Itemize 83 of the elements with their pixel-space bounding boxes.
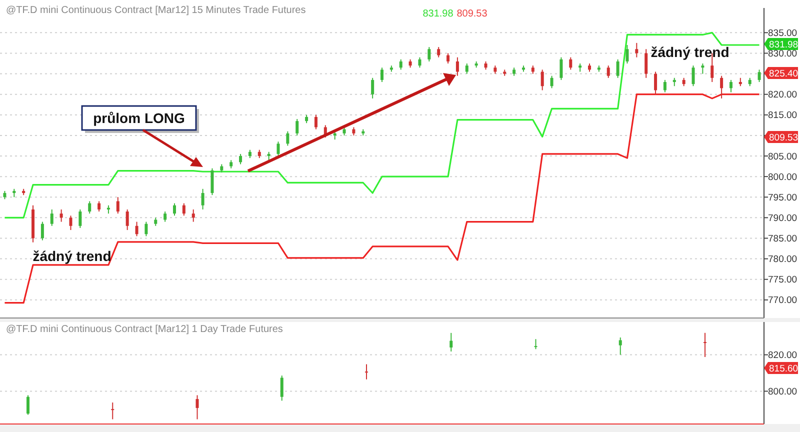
candlestick [644, 48, 648, 78]
candlestick [663, 79, 666, 93]
candlestick [450, 332, 453, 352]
text: 815.60 [769, 363, 798, 374]
y-tick-label: 790.00 [768, 213, 798, 224]
line-series [4, 94, 760, 304]
y-tick-label: 830.00 [768, 48, 798, 60]
y-tick-label: 820.00 [768, 350, 798, 362]
candlestick [428, 46, 431, 62]
candlestick [98, 200, 101, 212]
candlestick [164, 211, 167, 222]
candlestick [172, 202, 176, 216]
chart-title: @TF.D mini Continuous Contract [Mar12] 1 Day Trade Futures [6, 324, 283, 335]
candlestick [276, 141, 280, 157]
annotation: 809.53 [456, 8, 488, 20]
candlestick [758, 69, 761, 83]
candlestick [540, 69, 544, 91]
candlestick [569, 56, 572, 70]
y-tick-label: 800.00 [768, 172, 798, 183]
candlestick [534, 338, 538, 350]
y-tick-label: 815.00 [768, 110, 798, 122]
candlestick [618, 336, 622, 356]
candlestick [196, 394, 199, 420]
annotation: žádný trend [32, 248, 112, 264]
candlestick [201, 188, 204, 210]
candlestick [616, 58, 620, 78]
candlestick [550, 75, 554, 89]
line-series [4, 32, 760, 218]
y-tick-label: 835.00 [768, 28, 798, 39]
y-tick-label: 805.00 [768, 151, 798, 162]
candlestick [40, 221, 44, 241]
candlestick [729, 79, 732, 93]
annotation: žádný trend [650, 44, 730, 60]
y-tick-label: 775.00 [768, 274, 798, 286]
candlestick [560, 56, 563, 80]
candlestick [371, 77, 374, 99]
candlestick [135, 221, 138, 237]
text: 825.40 [769, 68, 798, 80]
y-tick-label: 785.00 [768, 234, 798, 245]
candlestick [465, 63, 468, 74]
y-tick-label: 820.00 [768, 90, 798, 101]
candlestick [60, 208, 63, 222]
candlestick [78, 208, 82, 228]
chart-title: @TF.D mini Continuous Contract [Mar12] 15 Minutes Trade Futures [6, 5, 306, 16]
candlestick [69, 215, 72, 231]
candlestick [365, 364, 368, 380]
candlestick [399, 58, 402, 70]
candlestick [192, 208, 195, 222]
candlestick [314, 114, 318, 130]
candlestick [286, 130, 290, 146]
candlestick [116, 196, 120, 214]
candlestick [210, 168, 214, 196]
candlestick [88, 200, 92, 214]
text: 831.98 [769, 39, 798, 50]
y-tick-label: 770.00 [768, 295, 798, 306]
candlestick [126, 208, 129, 231]
candlestick [182, 202, 186, 216]
text: 809.53 [769, 132, 798, 144]
candlestick [280, 375, 284, 402]
candlestick [720, 75, 724, 99]
annotation: průlom LONG [93, 110, 185, 126]
candlestick [446, 52, 450, 64]
candlestick [111, 402, 114, 420]
candlestick [456, 56, 459, 76]
y-tick-label: 800.00 [768, 386, 798, 398]
candlestick [692, 65, 695, 87]
candlestick [26, 394, 30, 416]
candlestick [380, 67, 384, 83]
candlestick [654, 71, 658, 95]
candlestick [701, 63, 704, 74]
candlestick [437, 46, 440, 58]
candlestick [635, 42, 638, 58]
candlestick [626, 44, 629, 64]
candlestick [239, 153, 242, 165]
y-tick-label: 780.00 [768, 254, 798, 266]
candlestick [144, 221, 148, 237]
candlestick [704, 332, 706, 358]
candlestick [50, 208, 54, 226]
y-tick-label: 795.00 [768, 192, 798, 204]
candlestick [296, 118, 299, 136]
annotation: 831.98 [422, 8, 454, 20]
candlestick [606, 65, 610, 78]
candlestick [418, 56, 422, 68]
